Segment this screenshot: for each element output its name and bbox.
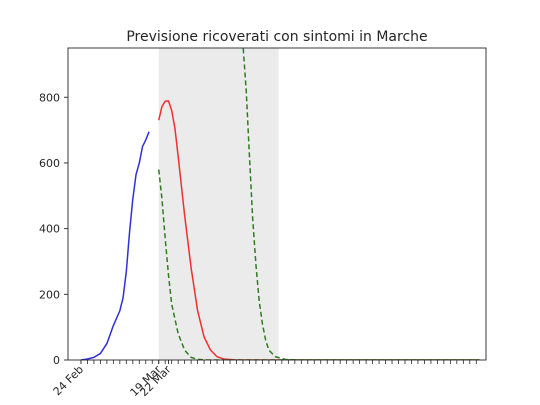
y-tick-label: 600 [39,157,60,170]
chart-title: Previsione ricoverati con sintomi in Mar… [126,29,427,45]
y-tick-label: 200 [39,288,60,301]
y-tick-label: 800 [39,91,60,104]
confidence-band-layer [158,48,279,360]
x-tick-label: 24 Feb [51,363,86,398]
confidence-band [158,48,279,360]
plot-frame [67,47,487,361]
series-layer [80,48,480,360]
upper-bound-line [242,48,480,360]
observed-line [80,131,150,360]
y-tick-label: 0 [53,354,60,367]
y-tick-label: 400 [39,223,60,236]
y-axis: 0 200 400 600 800 [39,91,68,367]
forecast-line [157,100,480,360]
